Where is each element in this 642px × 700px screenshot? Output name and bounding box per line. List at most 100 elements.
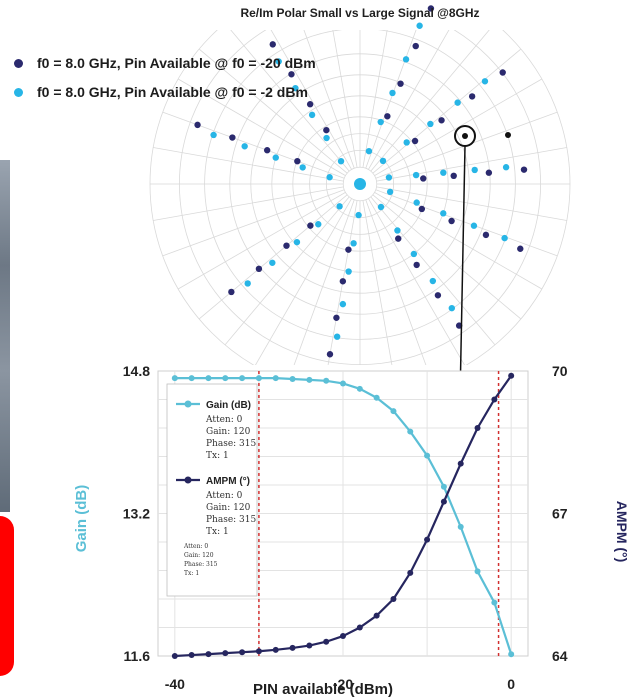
polar-spoke — [371, 23, 495, 171]
polar-point-small-signal — [194, 122, 200, 128]
polar-point-large-signal — [326, 174, 332, 180]
polar-point-small-signal — [270, 41, 276, 47]
data-point-ampm — [374, 613, 380, 619]
legend-entry-line: Tx: 1 — [206, 451, 229, 461]
data-point-gain — [189, 375, 195, 381]
data-point-gain — [475, 568, 481, 574]
x-axis-label: PIN available (dBm) — [253, 681, 393, 698]
data-point-ampm — [256, 648, 262, 654]
data-point-ampm — [458, 461, 464, 467]
data-point-gain — [290, 376, 296, 382]
polar-point-small-signal — [384, 113, 390, 119]
polar-point-small-signal — [412, 138, 418, 144]
polar-point-large-signal — [403, 56, 409, 62]
data-point-gain — [323, 378, 329, 384]
polar-point-small-signal — [438, 117, 444, 123]
polar-spoke — [225, 197, 349, 345]
polar-legend-item-1: f0 = 8.0 GHz, Pin Available @ f0 = -20 d… — [14, 55, 316, 71]
line-chart: Gain (dB)Atten: 0Gain: 120Phase: 315Tx: … — [73, 363, 630, 698]
data-point-gain — [340, 380, 346, 386]
polar-point-large-signal — [350, 240, 356, 246]
data-point-ampm — [222, 650, 228, 656]
data-point-gain — [458, 524, 464, 530]
polar-point-large-signal — [345, 268, 351, 274]
y-right-axis-label: AMPM (°) — [614, 501, 630, 563]
legend-entry-line: Gain: 120 — [206, 427, 251, 437]
data-point-gain — [390, 408, 396, 414]
legend-entry-line: Atten: 0 — [183, 543, 208, 550]
polar-point-small-signal — [517, 246, 523, 252]
data-point-gain — [256, 375, 262, 381]
data-point-ampm — [475, 425, 481, 431]
polar-point-small-signal — [469, 93, 475, 99]
polar-point-large-signal — [378, 119, 384, 125]
data-point-ampm — [239, 649, 245, 655]
polar-point-large-signal — [273, 154, 279, 160]
polar-center-dot — [354, 178, 366, 190]
polar-point-large-signal — [449, 305, 455, 311]
chart-legend-box: Gain (dB) Atten: 0 Gain: 120 Phase: 315 Tx: … — [167, 384, 257, 596]
data-point-ampm — [290, 645, 296, 651]
legend-dot-icon — [14, 88, 23, 97]
polar-point-large-signal — [315, 221, 321, 227]
polar-point-small-signal — [340, 278, 346, 284]
polar-point-small-signal — [307, 222, 313, 228]
polar-point-large-signal — [482, 78, 488, 84]
polar-point-large-signal — [471, 223, 477, 229]
data-point-ampm — [491, 397, 497, 403]
data-point-gain — [374, 395, 380, 401]
legend-swatch-dot — [185, 477, 192, 484]
polar-point-small-signal — [413, 262, 419, 268]
legend-entry-line: Phase: 315 — [206, 439, 257, 449]
polar-point-small-signal — [288, 71, 294, 77]
polar-point-small-signal — [395, 235, 401, 241]
data-point-ampm — [205, 651, 211, 657]
y-right-tick-label: 67 — [552, 506, 568, 522]
polar-spoke — [371, 197, 495, 345]
data-point-gain — [205, 375, 211, 381]
y-left-tick-label: 14.8 — [123, 363, 150, 379]
legend-swatch-dot — [185, 401, 192, 408]
polar-point-black — [505, 132, 511, 138]
polar-point-large-signal — [416, 23, 422, 29]
polar-point-large-signal — [336, 203, 342, 209]
polar-point-small-signal — [521, 166, 527, 172]
legend-entry-line: Tx: 1 — [184, 570, 199, 577]
x-tick-label: -40 — [165, 676, 185, 692]
polar-point-small-signal — [500, 69, 506, 75]
data-point-gain — [239, 375, 245, 381]
polar-spoke — [324, 201, 358, 391]
legend-entry-line: Atten: 0 — [205, 415, 243, 425]
polar-point-small-signal — [323, 127, 329, 133]
data-point-ampm — [172, 653, 178, 659]
data-point-ampm — [340, 633, 346, 639]
polar-point-large-signal — [210, 132, 216, 138]
polar-point-small-signal — [283, 242, 289, 248]
polar-point-small-signal — [413, 43, 419, 49]
polar-spoke — [368, 2, 465, 169]
data-point-gain — [357, 386, 363, 392]
polar-spoke — [363, 201, 397, 391]
data-point-ampm — [508, 373, 514, 379]
polar-point-large-signal — [413, 172, 419, 178]
polar-point-large-signal — [366, 148, 372, 154]
polar-spoke — [153, 148, 343, 182]
polar-point-large-signal — [386, 174, 392, 180]
polar-point-large-signal — [389, 90, 395, 96]
polar-chart-title: Re/Im Polar Small vs Large Signal @8GHz — [200, 6, 520, 20]
polar-point-small-signal — [345, 246, 351, 252]
polar-spoke — [373, 195, 521, 319]
data-point-gain — [407, 429, 413, 435]
legend-entry-title: AMPM (°) — [206, 476, 250, 487]
legend-label: f0 = 8.0 GHz, Pin Available @ f0 = -20 d… — [37, 55, 316, 71]
highlighted-point — [462, 133, 468, 139]
polar-point-large-signal — [411, 251, 417, 257]
polar-point-small-signal — [397, 80, 403, 86]
data-point-ampm — [357, 625, 363, 631]
polar-point-small-signal — [327, 351, 333, 357]
polar-point-large-signal — [413, 199, 419, 205]
polar-point-small-signal — [451, 173, 457, 179]
x-tick-label: 0 — [507, 676, 515, 692]
polar-point-large-signal — [309, 112, 315, 118]
